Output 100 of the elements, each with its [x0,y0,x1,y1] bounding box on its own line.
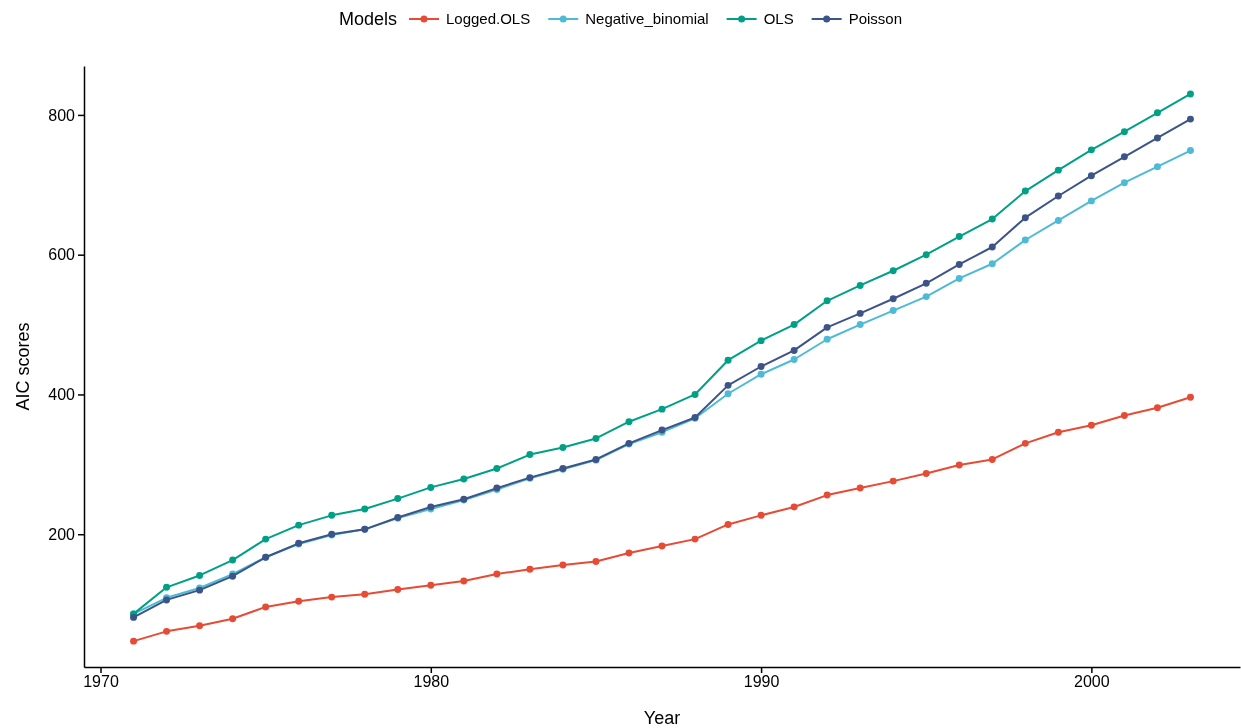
point [1021,236,1029,244]
point [757,337,765,345]
point [1054,166,1062,174]
point [1087,197,1095,205]
point [163,583,171,591]
point [526,565,534,573]
point [988,243,996,251]
point [559,561,567,569]
point [1186,147,1194,155]
point [394,585,402,593]
point [1087,421,1095,429]
point [823,491,831,499]
point [790,503,798,511]
point [790,346,798,354]
point [1120,128,1128,136]
x-tick-label: 1980 [413,673,450,691]
point [955,261,963,268]
point [460,475,468,483]
point [988,215,996,223]
point [427,483,435,491]
legend-label: Poisson [848,10,903,27]
point [262,535,270,543]
point [691,390,699,398]
point [790,321,798,329]
point [823,323,831,331]
point [889,267,897,275]
legend-label: Negative_binomial [585,10,709,27]
legend-label: Logged.OLS [445,10,531,27]
point [790,356,798,363]
point [1021,439,1029,447]
point [1021,187,1029,195]
point [823,297,831,305]
point [757,511,765,519]
point [196,571,204,579]
point [691,535,699,543]
point [889,295,897,303]
point [1021,214,1029,222]
point [262,603,270,611]
y-tick-label: 200 [48,525,76,543]
y-tick-label: 800 [48,106,76,124]
point [460,577,468,585]
x-tick-label: 1990 [743,673,780,691]
point [1153,134,1161,142]
point [1153,163,1161,171]
point [856,281,864,289]
point [1054,216,1062,224]
point [592,558,600,565]
point [955,461,963,469]
point [757,370,765,378]
point [559,444,567,452]
y-tick-label: 600 [48,246,76,264]
point [130,637,138,645]
point [1120,179,1128,187]
point [1087,146,1095,154]
point [625,549,633,557]
point [229,556,237,564]
point [163,627,171,635]
point [361,505,369,513]
point [1153,109,1161,117]
point [361,590,369,598]
point [1054,428,1062,436]
point [955,233,963,240]
point [1186,115,1194,123]
point [1054,192,1062,200]
x-tick-label: 2000 [1074,673,1110,691]
point [856,484,864,492]
point [889,477,897,485]
x-axis-title: Year [643,708,681,728]
point [1186,393,1194,401]
point [196,622,204,630]
point [757,363,765,370]
point [922,293,930,301]
point [1153,404,1161,412]
point [823,335,831,343]
point [1186,90,1194,98]
point [658,405,666,413]
point [922,251,930,259]
legend-title: Models [338,9,398,29]
point [889,307,897,315]
point [1087,172,1095,180]
point [658,542,666,550]
point [229,615,237,623]
point [988,260,996,268]
legend-label: OLS [763,10,794,27]
point [724,356,732,364]
point [988,455,996,463]
point [394,495,402,503]
point [1120,153,1128,161]
point [295,597,303,605]
point [592,435,600,442]
point [625,418,633,426]
point [856,321,864,329]
point [493,570,501,578]
point [328,593,336,601]
point [295,521,303,529]
point [856,309,864,317]
point [922,279,930,287]
point [493,465,501,472]
point [922,469,930,477]
point [955,274,963,282]
